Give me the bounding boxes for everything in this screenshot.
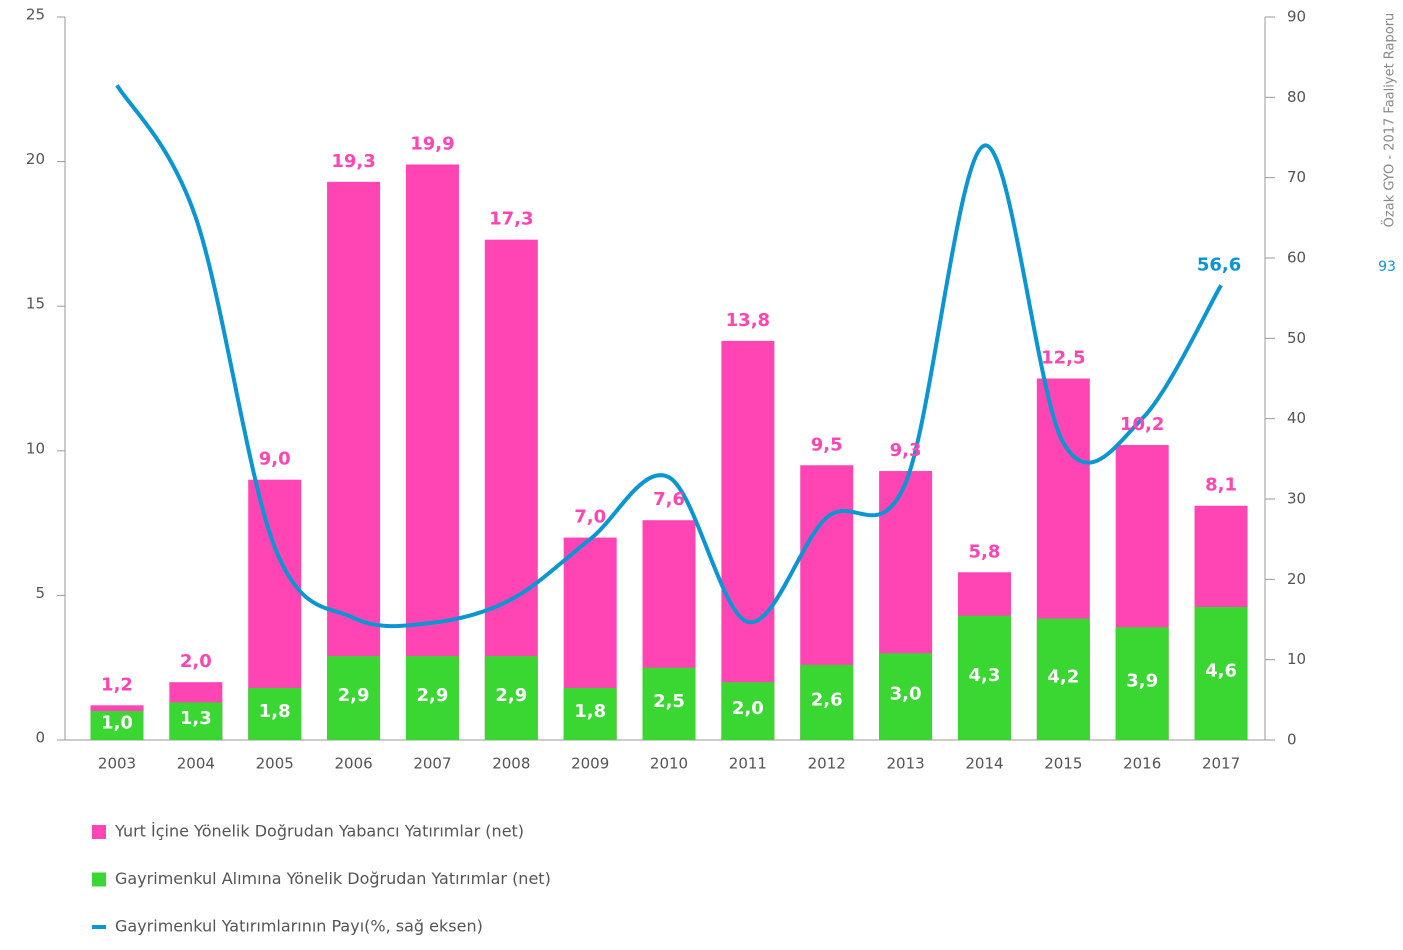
data-label: 13,8 <box>726 310 770 331</box>
legend-label: Yurt İçine Yönelik Doğrudan Yabancı Yatı… <box>114 822 524 841</box>
legend-label: Gayrimenkul Yatırımlarının Payı(%, sağ e… <box>115 917 483 936</box>
bar <box>248 687 302 740</box>
data-label: 17,3 <box>489 209 533 230</box>
bar <box>327 181 381 740</box>
x-tick-label: 2007 <box>413 755 451 773</box>
bar <box>1194 606 1248 740</box>
x-tick-label: 2003 <box>98 755 136 773</box>
bar <box>1036 618 1090 740</box>
y2-tick-label: 70 <box>1287 168 1306 186</box>
legend-swatch <box>92 872 106 887</box>
x-tick-label: 2008 <box>492 755 530 773</box>
data-label: 4,2 <box>1047 666 1079 687</box>
bar <box>721 682 775 740</box>
y2-tick-label: 60 <box>1287 249 1306 267</box>
y-tick-label: 5 <box>35 584 45 602</box>
data-label: 7,6 <box>653 489 685 510</box>
data-label: 4,3 <box>969 665 1001 686</box>
bar <box>879 653 933 740</box>
data-label: 2,9 <box>338 685 370 706</box>
y-tick-label: 10 <box>26 439 45 457</box>
data-label: 2,0 <box>180 651 212 672</box>
legend-label: Gayrimenkul Alımına Yönelik Doğrudan Yat… <box>115 869 551 888</box>
bar <box>405 164 459 740</box>
x-tick-label: 2015 <box>1044 755 1082 773</box>
data-label: 4,6 <box>1205 660 1237 681</box>
data-label: 56,6 <box>1197 254 1241 275</box>
bar <box>327 656 381 740</box>
data-label: 2,5 <box>653 691 685 712</box>
x-tick-label: 2011 <box>729 755 767 773</box>
side-note: Özak GYO - 2017 Faaliyet Raporu <box>1381 13 1398 228</box>
y-tick-label: 25 <box>26 6 45 24</box>
y2-tick-label: 50 <box>1287 329 1306 347</box>
x-tick-label: 2014 <box>965 755 1003 773</box>
data-label: 19,9 <box>410 133 454 154</box>
data-label: 2,9 <box>416 685 448 706</box>
data-label: 9,5 <box>811 434 843 455</box>
y-tick-label: 0 <box>35 729 45 747</box>
y-tick-label: 20 <box>26 150 45 168</box>
data-label: 1,8 <box>574 701 606 722</box>
data-label: 1,3 <box>180 708 212 729</box>
data-label: 7,0 <box>574 507 606 528</box>
data-label: 19,3 <box>331 151 375 172</box>
x-tick-label: 2009 <box>571 755 609 773</box>
x-tick-label: 2005 <box>256 755 294 773</box>
line <box>115 84 1223 629</box>
bar <box>800 664 854 740</box>
data-label: 1,2 <box>101 674 133 695</box>
data-label: 9,3 <box>890 440 922 461</box>
data-label: 10,2 <box>1120 414 1164 435</box>
x-tick-label: 2004 <box>177 755 215 773</box>
y2-tick-label: 0 <box>1287 731 1297 749</box>
y-tick-label: 15 <box>26 295 45 313</box>
page-number: 93 <box>1378 259 1396 275</box>
bar <box>721 340 775 740</box>
data-label: 3,9 <box>1126 671 1158 692</box>
data-label: 2,9 <box>495 685 527 706</box>
y2-tick-label: 30 <box>1287 490 1306 508</box>
data-label: 2,6 <box>811 689 843 710</box>
data-label: 1,8 <box>259 701 291 722</box>
data-label: 5,8 <box>969 541 1001 562</box>
bar <box>642 667 696 740</box>
data-label: 12,5 <box>1041 348 1085 369</box>
bar <box>1115 627 1169 740</box>
y2-tick-label: 20 <box>1287 570 1306 588</box>
legend-swatch <box>92 825 106 839</box>
data-label: 1,0 <box>101 713 133 734</box>
y2-tick-label: 40 <box>1287 409 1306 427</box>
bar <box>563 687 617 740</box>
bar <box>90 711 144 740</box>
x-tick-label: 2013 <box>887 755 925 773</box>
data-label: 8,1 <box>1205 475 1237 496</box>
x-tick-label: 2017 <box>1202 755 1240 773</box>
bar <box>957 615 1011 740</box>
bar <box>169 702 223 740</box>
x-tick-label: 2016 <box>1123 755 1161 773</box>
x-tick-label: 2006 <box>334 755 372 773</box>
y2-tick-label: 80 <box>1287 88 1306 106</box>
x-tick-label: 2012 <box>808 755 846 773</box>
bar <box>484 656 538 740</box>
y2-tick-label: 90 <box>1287 8 1306 26</box>
y2-tick-label: 10 <box>1287 650 1306 668</box>
bar <box>405 656 459 740</box>
data-label: 2,0 <box>732 698 764 719</box>
data-label: 9,0 <box>259 449 291 470</box>
x-tick-label: 2010 <box>650 755 688 773</box>
data-label: 3,0 <box>890 684 922 705</box>
